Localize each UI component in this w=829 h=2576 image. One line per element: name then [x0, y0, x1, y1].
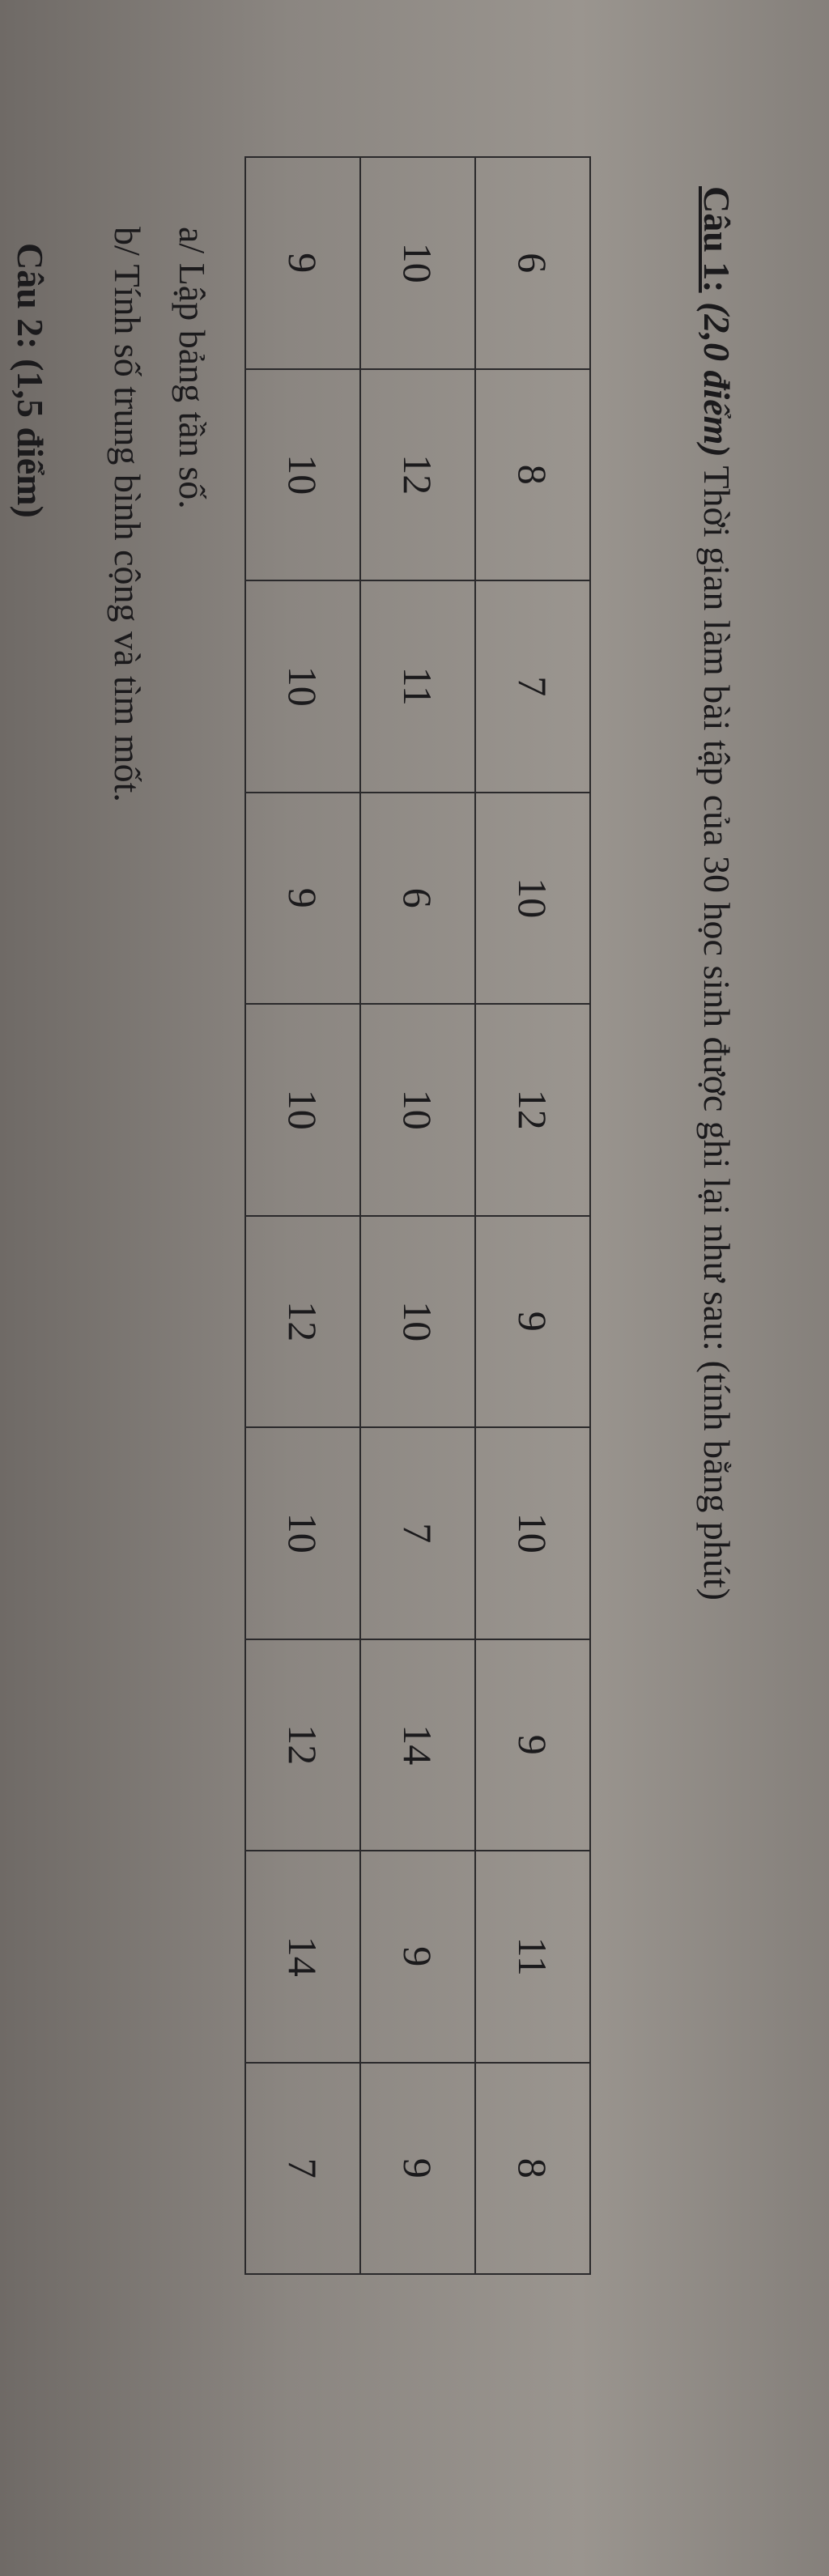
- data-table: 6 8 7 10 12 9 10 9 11 8 10 12 11 6 10 10 7 14 9 9 9 10 10 9 10 12…: [244, 156, 591, 2275]
- table-cell: 10: [360, 157, 475, 369]
- table-cell: 12: [360, 368, 475, 580]
- table-cell: 10: [360, 1004, 475, 1216]
- table-cell: 12: [245, 1639, 360, 1851]
- table-cell: 9: [245, 792, 360, 1004]
- table-cell: 6: [360, 792, 475, 1004]
- next-question: Câu 2: (1,5 điểm): [10, 243, 51, 518]
- table-cell: 14: [245, 1851, 360, 2063]
- table-cell: 7: [245, 2062, 360, 2274]
- table-cell: 8: [475, 2062, 590, 2274]
- table-cell: 10: [475, 1427, 590, 1639]
- table-cell: 6: [475, 157, 590, 369]
- table-cell: 10: [475, 792, 590, 1004]
- table-row: 9 10 10 9 10 12 10 12 14 7: [245, 157, 360, 2274]
- table-cell: 10: [245, 1427, 360, 1639]
- table-cell: 14: [360, 1639, 475, 1851]
- table-cell: 10: [245, 580, 360, 793]
- table-cell: 8: [475, 368, 590, 580]
- question-points: (2,0 điểm): [696, 302, 738, 457]
- table-row: 6 8 7 10 12 9 10 9 11 8: [475, 157, 590, 2274]
- question-label: Câu 1:: [696, 186, 738, 293]
- table-cell: 12: [475, 1004, 590, 1216]
- table-cell: 9: [360, 1851, 475, 2063]
- table-cell: 9: [360, 2062, 475, 2274]
- table-cell: 9: [245, 157, 360, 369]
- table-cell: 10: [245, 368, 360, 580]
- table-row: 10 12 11 6 10 10 7 14 9 9: [360, 157, 475, 2274]
- table-cell: 11: [360, 580, 475, 793]
- table-cell: 7: [360, 1427, 475, 1639]
- table-cell: 10: [245, 1004, 360, 1216]
- part-b: b/ Tính số trung bình cộng và tìm mốt.: [107, 227, 148, 802]
- table-cell: 7: [475, 580, 590, 793]
- table-cell: 12: [245, 1215, 360, 1427]
- question-heading: Câu 1: (2,0 điểm) Thời gian làm bài tập …: [695, 186, 738, 1600]
- table-cell: 11: [475, 1851, 590, 2063]
- part-a: a/ Lập bảng tần số.: [172, 227, 213, 509]
- question-text: Thời gian làm bài tập của 30 học sinh đư…: [696, 465, 738, 1600]
- table-cell: 10: [360, 1215, 475, 1427]
- table-cell: 9: [475, 1215, 590, 1427]
- table-cell: 9: [475, 1639, 590, 1851]
